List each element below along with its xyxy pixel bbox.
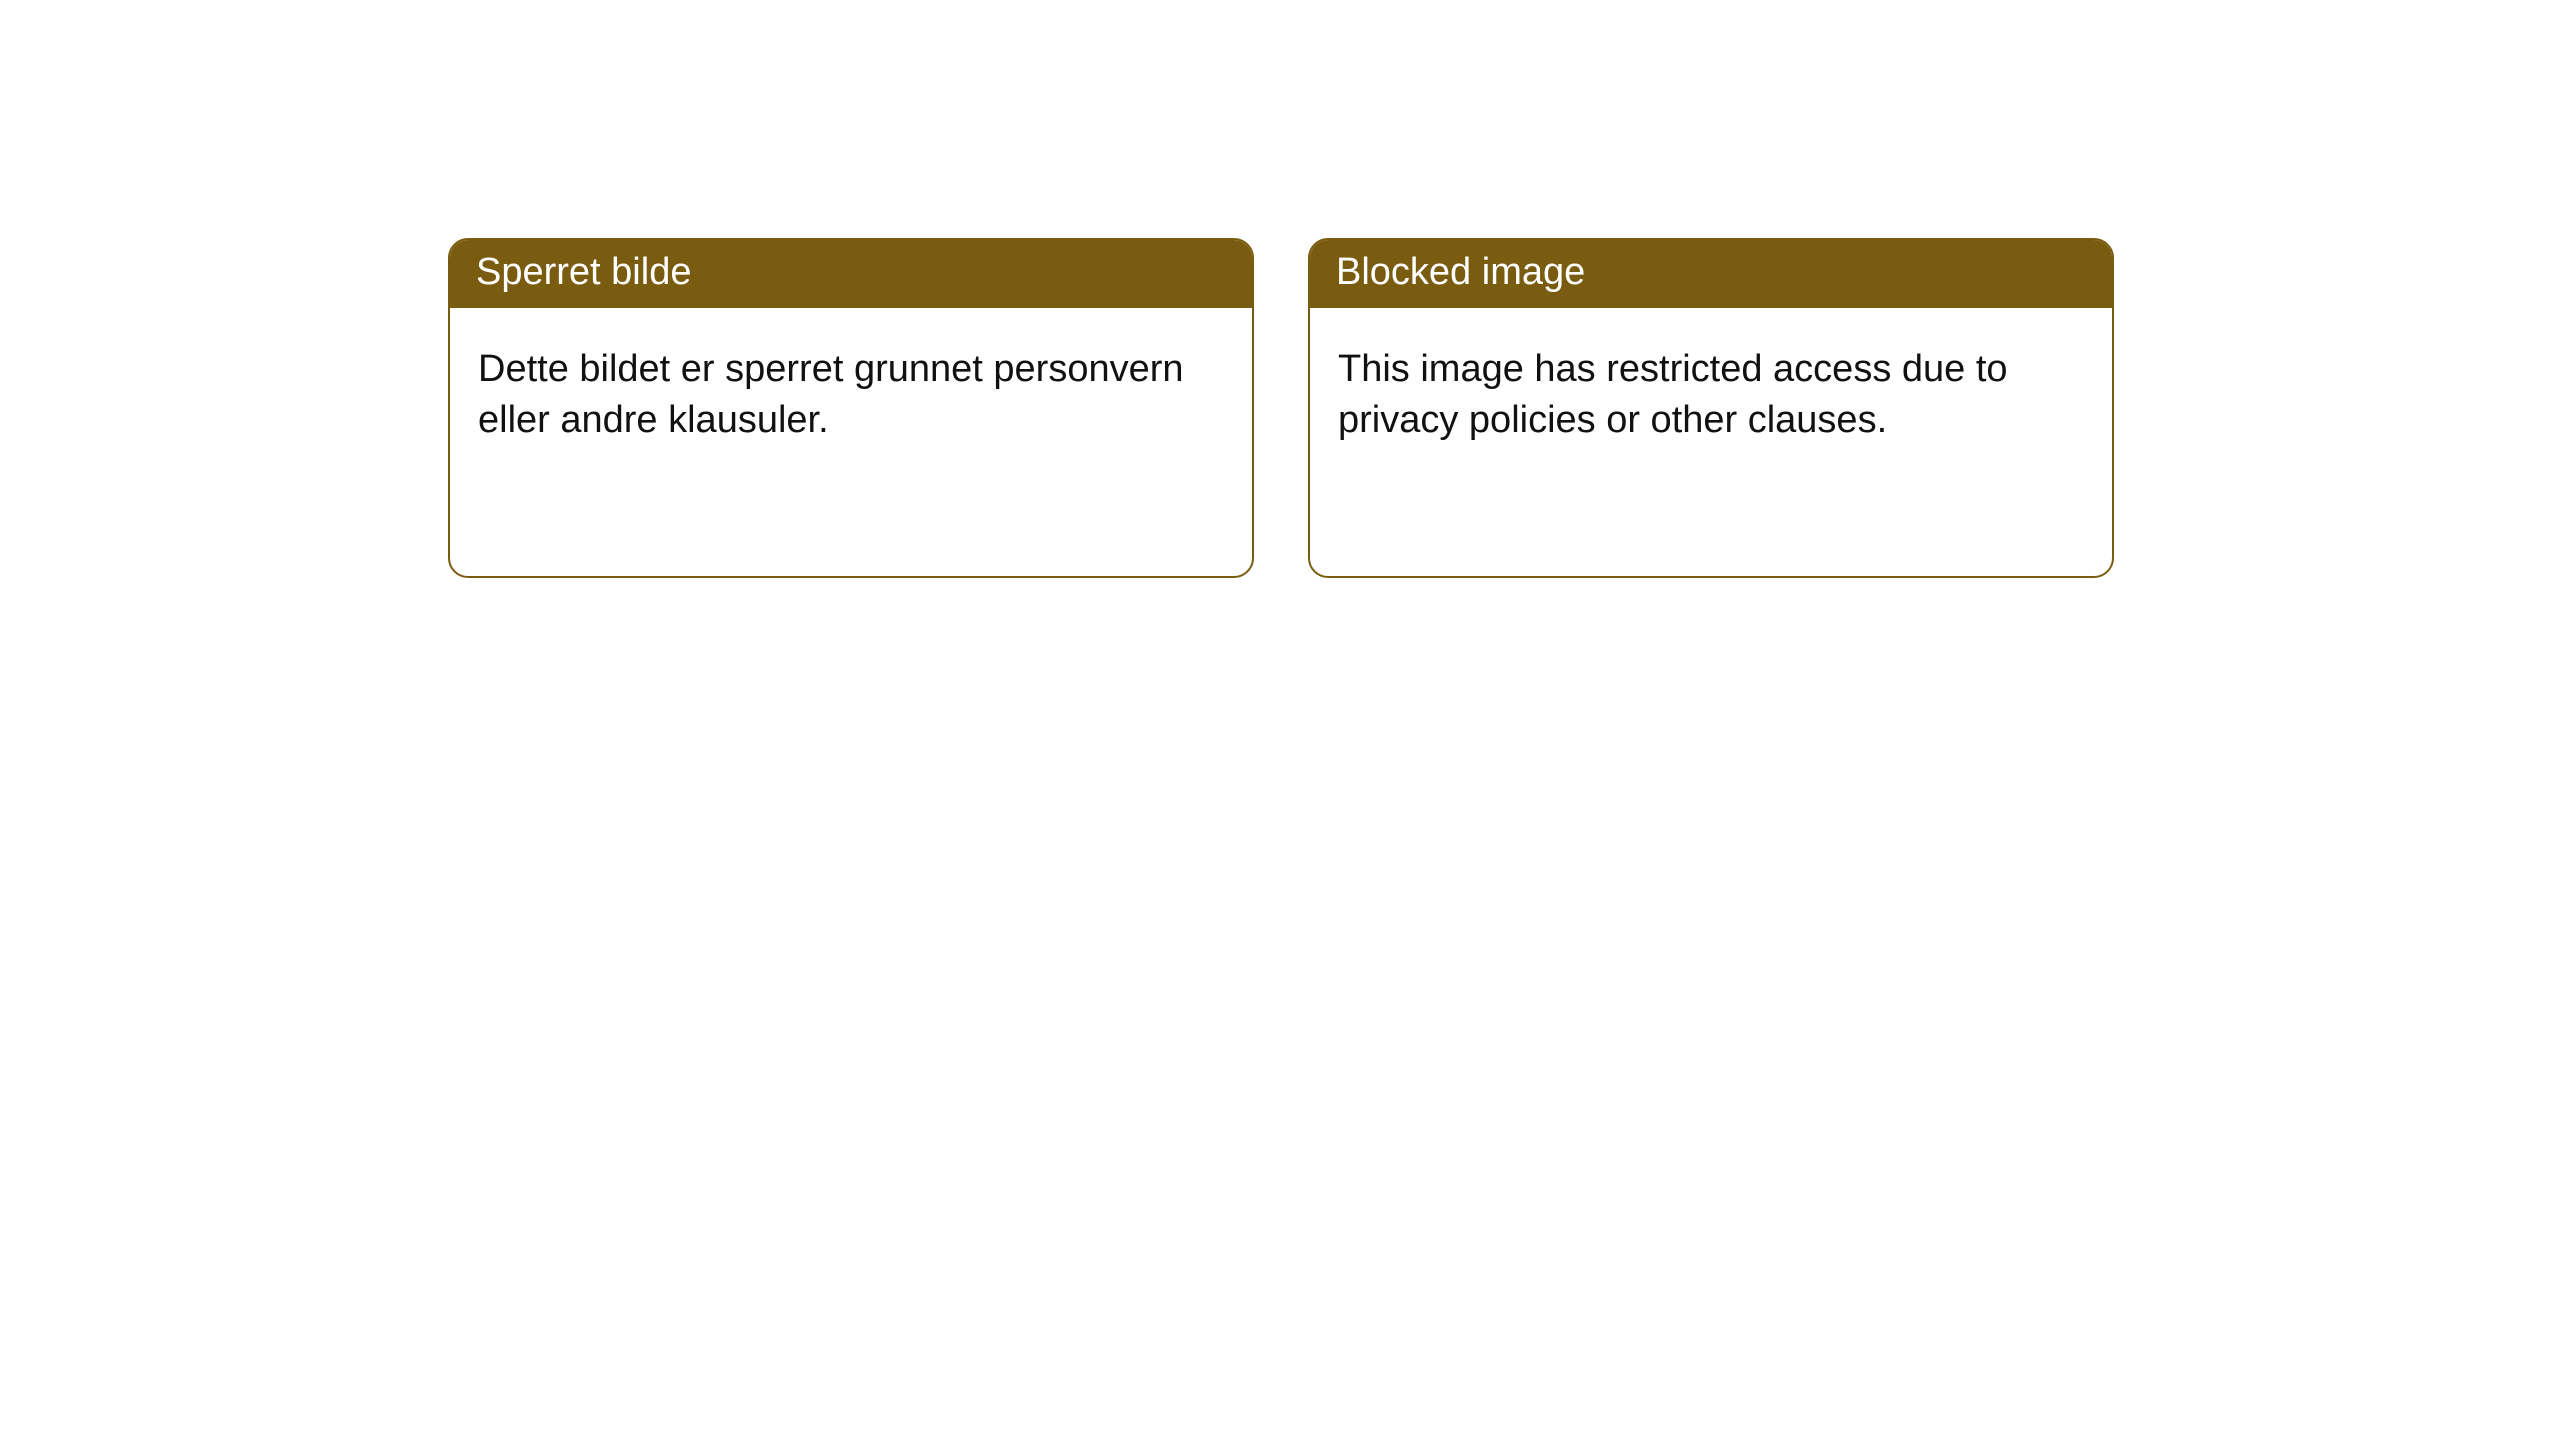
notice-card-no: Sperret bilde Dette bildet er sperret gr… (448, 238, 1254, 578)
notice-card-en: Blocked image This image has restricted … (1308, 238, 2114, 578)
notice-title-no: Sperret bilde (450, 240, 1252, 308)
notice-body-no: Dette bildet er sperret grunnet personve… (450, 308, 1252, 576)
notice-body-en: This image has restricted access due to … (1310, 308, 2112, 576)
notice-container: Sperret bilde Dette bildet er sperret gr… (0, 0, 2560, 578)
notice-title-en: Blocked image (1310, 240, 2112, 308)
